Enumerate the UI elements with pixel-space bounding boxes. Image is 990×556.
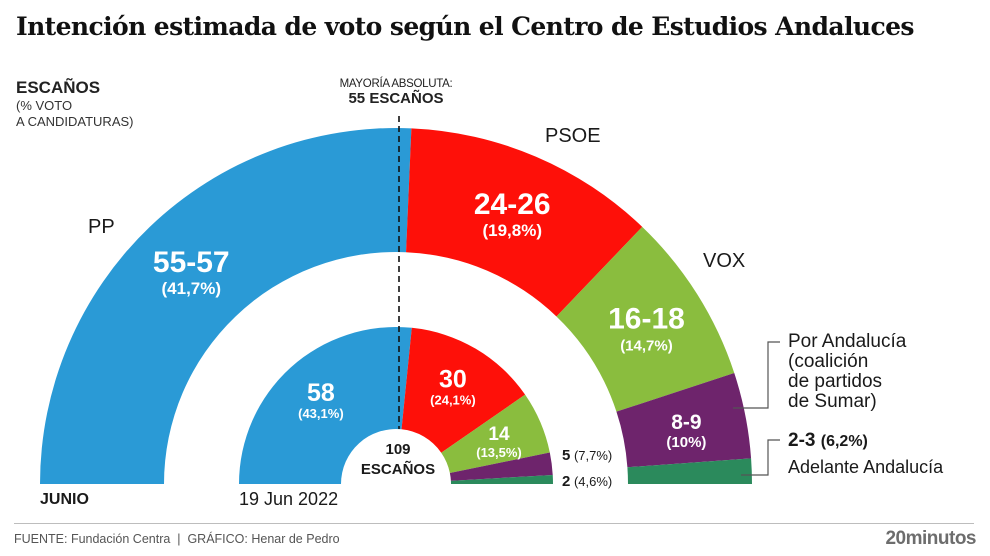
outer-segment-adelante-andalucía <box>627 458 752 484</box>
adelante-pct: (6,2%) <box>820 433 868 450</box>
majority-label: MAYORÍA ABSOLUTA: <box>339 78 453 90</box>
por-andalucia-note-2: de partidos <box>788 371 883 392</box>
adelante-value: 2-3 (6,2%) <box>788 430 868 452</box>
inner-seats-label-1: 30 <box>439 366 467 394</box>
outer-pct-label-1: (19,8%) <box>482 221 542 240</box>
outer-seats-label-3: 8-9 <box>671 411 701 434</box>
inner-seats-label-2: 14 <box>488 424 510 445</box>
chart-title: Intención estimada de voto según el Cent… <box>16 12 914 41</box>
adelante-seats: 2-3 <box>788 430 816 451</box>
outer-pct-label-2: (14,7%) <box>620 337 673 354</box>
por-andalucia-note-1: (coalición <box>788 351 869 372</box>
legend-header-sub2: A CANDIDATURAS) <box>16 114 134 129</box>
outer-pct-label-0: (41,7%) <box>162 279 222 298</box>
inner-pct-label-0: (43,1%) <box>298 406 344 421</box>
party-label-por-andalucia: Por Andalucía (coalición de partidos de … <box>788 332 906 412</box>
inner-segment-psoe <box>401 327 526 453</box>
inner-segment-pp <box>239 327 412 484</box>
outer-segment-vox <box>556 226 735 412</box>
inner-pora-seats: 5 <box>562 447 571 464</box>
brand-logo: 20minutos <box>885 528 976 549</box>
outer-segment-psoe <box>406 128 643 317</box>
total-seats-value: 109 <box>385 441 411 458</box>
outer-seats-label-0: 55-57 <box>153 246 230 279</box>
inner-value-adelante: 2 (4,6%) <box>562 473 612 490</box>
outer-segment-pp <box>40 128 412 484</box>
inner-pct-label-1: (24,1%) <box>430 393 476 408</box>
por-andalucia-name: Por Andalucía <box>788 331 907 352</box>
footer-divider <box>14 523 974 524</box>
callout-line-por-andalucia <box>733 341 780 409</box>
total-seats-unit: ESCAÑOS <box>360 461 436 478</box>
inner-aa-pct: (4,6%) <box>573 474 613 489</box>
party-label-psoe: PSOE <box>545 125 601 147</box>
outer-ring-label: JUNIO <box>40 491 89 508</box>
inner-aa-seats: 2 <box>562 473 571 490</box>
party-label-pp: PP <box>88 216 115 238</box>
outer-seats-label-1: 24-26 <box>474 188 551 221</box>
majority-value: 55 ESCAÑOS <box>348 90 444 107</box>
outer-segment-por-andalucía <box>616 373 752 468</box>
inner-segment-vox <box>441 394 550 473</box>
total-seats: 109 ESCAÑOS <box>356 440 440 480</box>
inner-pct-label-2: (13,5%) <box>476 445 522 460</box>
callout-line-adelante <box>741 439 780 476</box>
segments-group <box>40 128 752 484</box>
party-label-vox: VOX <box>703 250 746 272</box>
legend-header-main: ESCAÑOS <box>16 78 101 97</box>
legend-header-sub1: (% VOTO <box>16 98 73 113</box>
legend-header: ESCAÑOS (% VOTO A CANDIDATURAS) <box>16 78 134 130</box>
outer-seats-label-2: 16-18 <box>608 302 685 335</box>
inner-pora-pct: (7,7%) <box>573 448 613 463</box>
por-andalucia-note-3: de Sumar) <box>788 391 877 412</box>
segment-labels-group: 55-57(41,7%)24-26(19,8%)16-18(14,7%)8-9(… <box>153 188 707 460</box>
inner-ring-label: 19 Jun 2022 <box>239 489 339 509</box>
footer-source: FUENTE: Fundación Centra | GRÁFICO: Hena… <box>14 532 340 546</box>
outer-pct-label-3: (10%) <box>666 434 706 451</box>
inner-segment-por-andalucía <box>449 452 553 481</box>
party-label-adelante: Adelante Andalucía <box>788 457 944 477</box>
inner-segment-adelante-andalucía <box>450 474 553 484</box>
inner-value-por-andalucia: 5 (7,7%) <box>562 447 612 464</box>
majority-annotation: MAYORÍA ABSOLUTA: 55 ESCAÑOS <box>322 78 470 107</box>
inner-seats-label-0: 58 <box>307 379 335 407</box>
